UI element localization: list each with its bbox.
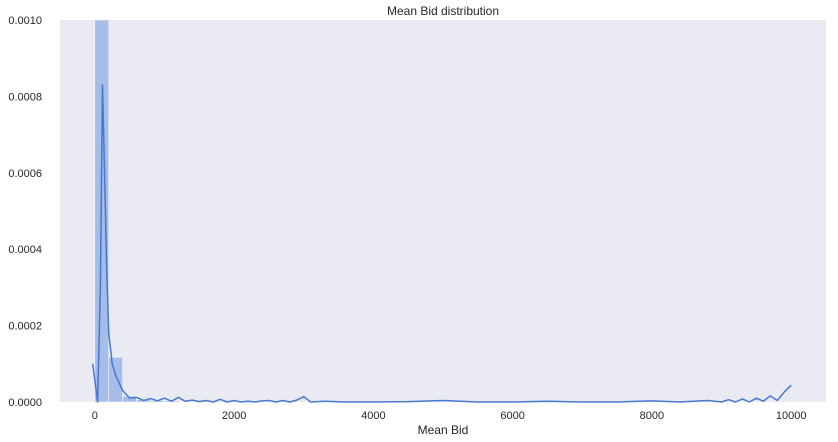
y-tick-label-1: 0.0002: [8, 321, 42, 333]
histogram-bar-1: [108, 356, 124, 403]
histogram-bar-2: [122, 395, 138, 403]
y-axis-ticks: 0.0000 0.0002 0.0004 0.0006 0.0008 0.0010: [8, 15, 42, 409]
x-tick-label-0: 0: [92, 410, 98, 422]
x-tick-label-1: 2000: [222, 410, 246, 422]
x-tick-label-2: 4000: [361, 410, 385, 422]
y-tick-label-3: 0.0006: [8, 168, 42, 180]
chart-title: Mean Bid distribution: [387, 4, 499, 18]
y-tick-label-2: 0.0004: [8, 244, 42, 256]
x-tick-label-5: 10000: [776, 410, 807, 422]
y-tick-label-4: 0.0008: [8, 91, 42, 103]
kde-line: [91, 84, 792, 403]
x-axis-title: Mean Bid: [418, 423, 469, 437]
y-tick-label-0: 0.0000: [8, 397, 42, 409]
x-axis-ticks: 0 2000 4000 6000 8000 10000: [92, 410, 807, 422]
x-tick-label-4: 8000: [640, 410, 664, 422]
plot-area: [60, 20, 826, 402]
x-tick-label-3: 6000: [500, 410, 524, 422]
y-tick-label-5: 0.0010: [8, 15, 42, 27]
